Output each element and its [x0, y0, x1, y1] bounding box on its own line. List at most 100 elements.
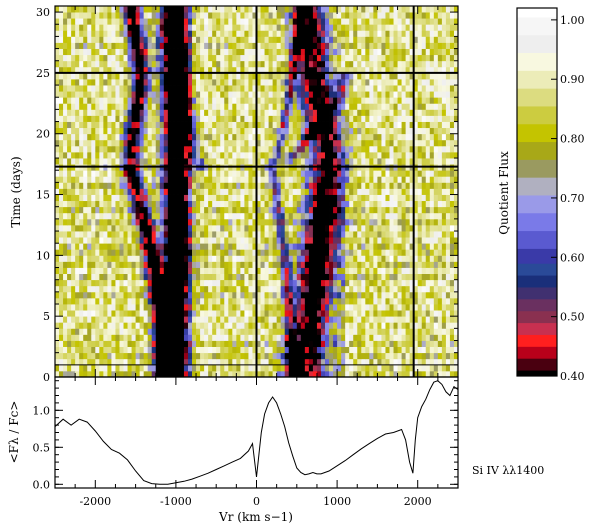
heatmap-cell	[103, 109, 108, 116]
heatmap-cell	[300, 72, 306, 80]
heatmap-cell	[385, 328, 390, 335]
heatmap-cell	[405, 237, 411, 244]
heatmap-cell	[357, 291, 362, 299]
heatmap-cell	[232, 370, 237, 378]
heatmap-cell	[296, 316, 302, 323]
heatmap-cell	[308, 121, 314, 129]
heatmap-cell	[179, 91, 185, 98]
heatmap-cell	[192, 279, 197, 287]
heatmap-cell	[353, 255, 358, 262]
heatmap-cell	[292, 115, 298, 122]
heatmap-cell	[449, 249, 455, 256]
heatmap-cell	[260, 352, 265, 360]
heatmap-cell	[437, 78, 443, 86]
heatmap-cell	[333, 291, 338, 299]
heatmap-cell	[312, 370, 318, 378]
heatmap-cell	[123, 188, 128, 195]
heatmap-cell	[196, 370, 201, 378]
heatmap-cell	[147, 206, 153, 214]
heatmap-cell	[264, 285, 269, 293]
heatmap-cell	[159, 103, 165, 110]
heatmap-cell	[236, 358, 241, 366]
heatmap-cell	[208, 176, 213, 183]
heatmap-cell	[123, 340, 128, 347]
heatmap-cell	[445, 224, 451, 232]
heatmap-cell	[433, 304, 439, 311]
heatmap-cell	[155, 316, 161, 323]
heatmap-cell	[248, 212, 253, 220]
heatmap-cell	[111, 224, 116, 232]
heatmap-cell	[175, 261, 181, 268]
heatmap-cell	[441, 322, 447, 329]
heatmap-cell	[244, 85, 249, 92]
heatmap-cell	[163, 115, 169, 122]
heatmap-cell	[433, 334, 439, 341]
heatmap-cell	[300, 194, 306, 202]
heatmap-cell	[163, 206, 169, 214]
heatmap-cell	[409, 145, 415, 153]
heatmap-cell	[103, 176, 108, 183]
heatmap-cell	[155, 200, 161, 208]
heatmap-cell	[260, 370, 265, 378]
heatmap-cell	[99, 151, 104, 159]
heatmap-cell	[429, 91, 435, 98]
heatmap-cell	[288, 255, 294, 262]
heatmap-cell	[449, 200, 455, 208]
heatmap-cell	[63, 206, 68, 214]
heatmap-cell	[353, 78, 358, 86]
heatmap-cell	[296, 224, 302, 232]
heatmap-cell	[437, 334, 443, 341]
heatmap-cell	[107, 328, 112, 335]
heatmap-cell	[131, 194, 136, 202]
heatmap-cell	[417, 370, 423, 378]
heatmap-cell	[240, 279, 245, 287]
heatmap-cell	[240, 133, 245, 141]
heatmap-cell	[248, 285, 253, 293]
heatmap-cell	[329, 103, 334, 110]
heatmap-cell	[103, 145, 108, 153]
heatmap-cell	[425, 328, 431, 335]
heatmap-cell	[123, 133, 128, 141]
heatmap-cell	[143, 170, 149, 177]
heatmap-cell	[453, 285, 459, 293]
heatmap-cell	[115, 176, 120, 183]
heatmap-cell	[83, 206, 88, 214]
heatmap-cell	[389, 370, 394, 378]
heatmap-cell	[175, 151, 181, 159]
heatmap-cell	[353, 97, 358, 104]
heatmap-cell	[147, 133, 153, 141]
heatmap-cell	[349, 310, 354, 317]
heatmap-cell	[248, 145, 253, 153]
heatmap-cell	[151, 279, 157, 287]
heatmap-cell	[389, 91, 394, 98]
heatmap-cell	[163, 182, 169, 189]
heatmap-cell	[316, 145, 322, 153]
heatmap-cell	[320, 249, 326, 256]
heatmap-cell	[288, 103, 294, 110]
heatmap-cell	[425, 249, 431, 256]
heatmap-cell	[268, 285, 274, 293]
heatmap-cell	[83, 285, 88, 293]
heatmap-cell	[236, 182, 241, 189]
heatmap-cell	[320, 212, 326, 220]
heatmap-cell	[377, 291, 382, 299]
heatmap-cell	[365, 346, 370, 354]
heatmap-cell	[413, 316, 419, 323]
heatmap-cell	[167, 346, 173, 354]
heatmap-cell	[312, 200, 318, 208]
heatmap-cell	[167, 249, 173, 256]
heatmap-cell	[200, 206, 205, 214]
heatmap-cell	[312, 310, 318, 317]
heatmap-cell	[163, 145, 169, 153]
heatmap-cell	[389, 200, 394, 208]
heatmap-cell	[119, 243, 124, 250]
heatmap-cell	[365, 115, 370, 122]
heatmap-cell	[107, 243, 112, 250]
heatmap-cell	[139, 121, 145, 129]
heatmap-cell	[151, 91, 157, 98]
heatmap-cell	[143, 352, 149, 360]
heatmap-cell	[280, 231, 286, 238]
heatmap-cell	[159, 145, 165, 153]
heatmap-cell	[244, 322, 249, 329]
heatmap-cell	[260, 346, 265, 354]
